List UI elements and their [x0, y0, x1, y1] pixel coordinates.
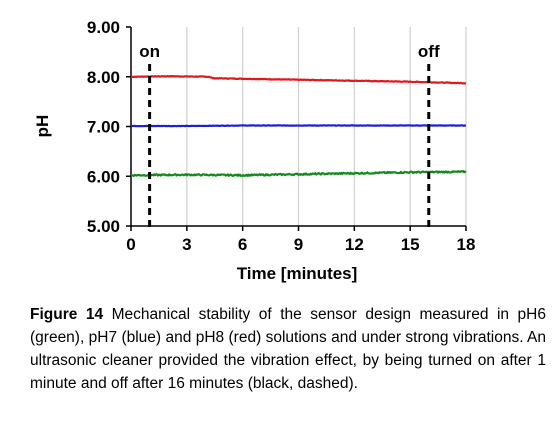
series-group	[130, 74, 467, 177]
x-tick-label: 12	[345, 235, 364, 254]
x-tick-label: 18	[457, 235, 476, 254]
event-markers: on off	[139, 42, 440, 232]
x-tick-label: 9	[294, 235, 303, 254]
x-tick-label: 15	[401, 235, 420, 254]
y-tick-label: 5.00	[87, 217, 120, 236]
y-axis-title: pH	[33, 115, 52, 138]
series-line-0	[130, 74, 467, 85]
axes	[126, 26, 467, 231]
series-line-1	[130, 124, 467, 128]
y-tick-label: 8.00	[87, 68, 120, 87]
y-tick-label: 9.00	[87, 18, 120, 37]
y-tick-label: 6.00	[87, 167, 120, 186]
x-axis-title: Time [minutes]	[237, 264, 358, 283]
marker-label-on: on	[139, 42, 160, 61]
x-tick-labels: 0 3 6 9 12 15 18	[126, 235, 475, 254]
marker-label-off: off	[418, 42, 440, 61]
x-tick-label: 0	[126, 235, 135, 254]
x-tick-label: 6	[238, 235, 247, 254]
y-tick-labels: 5.00 6.00 7.00 8.00 9.00	[87, 18, 120, 236]
series-line-2	[130, 170, 467, 177]
y-tick-label: 7.00	[87, 118, 120, 137]
line-chart: on off 5.00 6.00 7.00 8.00 9.00 0 3 6 9 12 15 18 Ti…	[33, 18, 475, 283]
x-tick-label: 3	[182, 235, 191, 254]
figure-caption: Figure 14 Mechanical stability of the se…	[30, 303, 546, 395]
caption-text: Mechanical stability of the sensor desig…	[30, 306, 546, 392]
figure-label: Figure 14	[30, 306, 104, 323]
